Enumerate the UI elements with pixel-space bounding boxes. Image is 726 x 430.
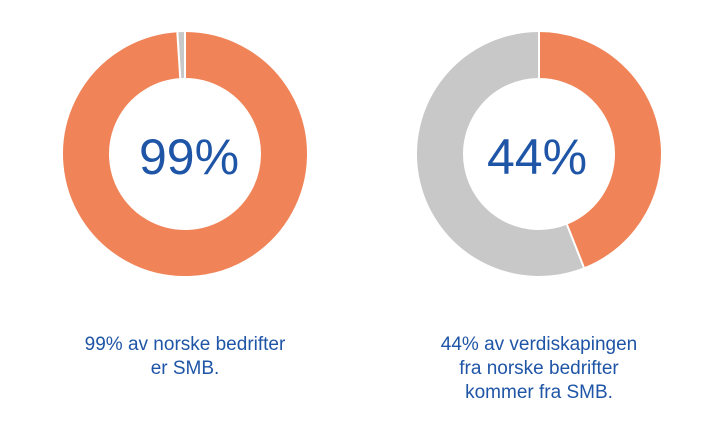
donut-slice-separator bbox=[176, 32, 182, 79]
donut-slice-smb bbox=[538, 32, 661, 268]
caption-line: fra norske bedrifter bbox=[459, 358, 619, 379]
caption-line: 44% av verdiskapingen bbox=[440, 334, 638, 355]
caption-line: kommer fra SMB. bbox=[465, 382, 613, 403]
donut-center-label: 99% bbox=[139, 129, 239, 185]
donut-chart-smb-share-of-companies bbox=[63, 32, 307, 276]
donut-slice-smb bbox=[63, 32, 307, 276]
caption-smb-share-of-value-creation: 44% av verdiskapingen fra norske bedrift… bbox=[394, 333, 684, 405]
donut-center-label: 44% bbox=[487, 129, 587, 185]
caption-smb-share-of-companies: 99% av norske bedrifter er SMB. bbox=[40, 333, 330, 381]
donut-slice-rest bbox=[417, 32, 584, 276]
donut-chart-smb-share-of-value-creation bbox=[417, 32, 661, 276]
donut-slice-separator bbox=[566, 224, 585, 268]
caption-line: 99% av norske bedrifter bbox=[84, 334, 286, 355]
caption-line: er SMB. bbox=[150, 358, 220, 379]
